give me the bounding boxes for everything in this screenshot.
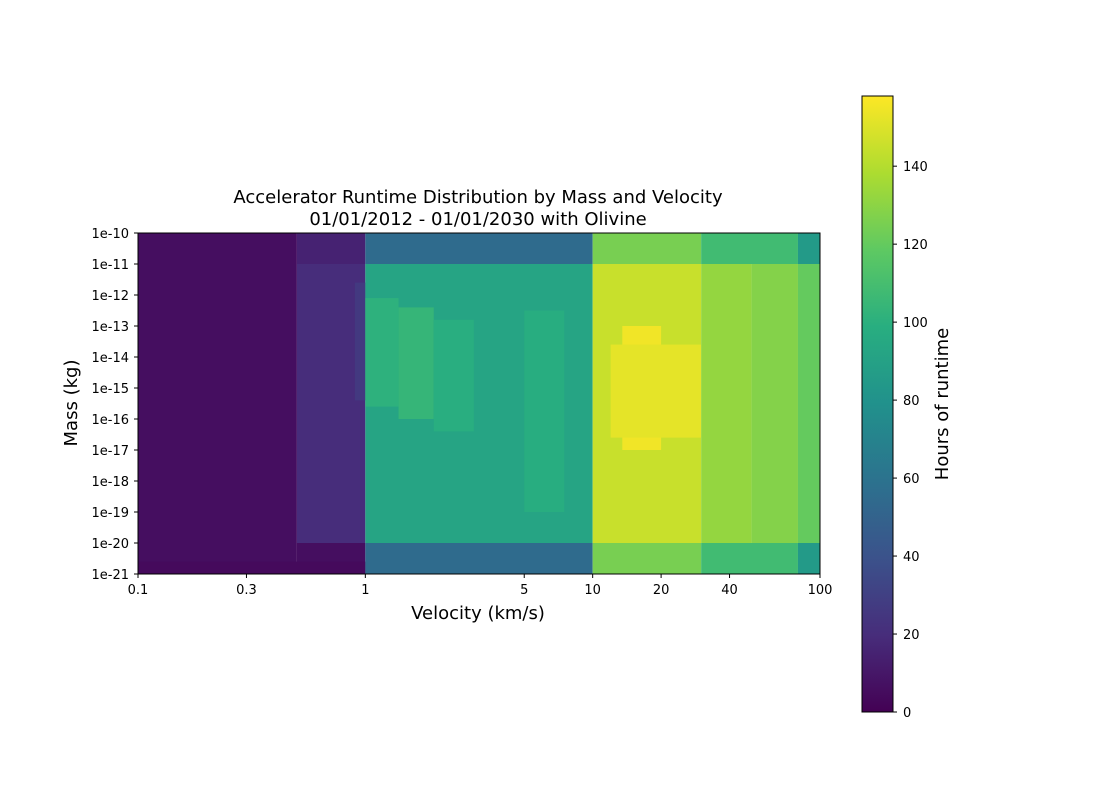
colorbar-tick-label: 140 (903, 160, 928, 175)
heatmap-cell-1 (296, 264, 366, 543)
y-tick-label: 1e-18 (91, 475, 129, 490)
y-tick-label: 1e-14 (91, 351, 129, 366)
y-tick-label: 1e-15 (91, 382, 129, 397)
x-tick-label: 1 (361, 583, 369, 598)
y-tick-label: 1e-21 (91, 568, 129, 583)
y-tick-label: 1e-19 (91, 506, 129, 521)
x-axis: 0.1 0.3 1 5 10 20 40 100 (128, 574, 833, 598)
heatmap-cell-15 (592, 543, 702, 574)
heatmap-cell-14 (592, 233, 702, 264)
heatmap-cell-2 (296, 233, 366, 264)
x-tick-label: 0.3 (236, 583, 257, 598)
colorbar-label: Hours of runtime (932, 328, 953, 480)
heatmap-cell-23 (797, 233, 820, 264)
heatmap-cell-18 (701, 264, 752, 543)
heatmap-cells (138, 233, 820, 574)
colorbar-tick-label: 100 (903, 316, 928, 331)
heatmap-cell-8 (365, 543, 593, 574)
heatmap-cell-0 (138, 233, 297, 574)
x-tick-label: 20 (653, 583, 670, 598)
heatmap-cell-17 (610, 344, 702, 438)
x-tick-label: 5 (520, 583, 528, 598)
plot-frame (137, 232, 821, 575)
heatmap-cell-19 (751, 264, 798, 543)
chart-title: Accelerator Runtime Distribution by Mass… (233, 187, 723, 208)
heatmap-cell-21 (701, 543, 798, 574)
heatmap-cell-7 (365, 233, 593, 264)
heatmap-cell-5 (138, 561, 366, 574)
y-axis: 1e-10 1e-11 1e-12 1e-13 1e-14 1e-15 1e-16 1e-17… (91, 227, 138, 583)
x-tick-label: 100 (808, 583, 833, 598)
heatmap-cell-12 (524, 310, 565, 512)
y-tick-label: 1e-12 (91, 289, 129, 304)
chart-subtitle: 01/01/2012 - 01/01/2030 with Olivine (309, 209, 646, 230)
heatmap-cell-3 (354, 282, 366, 401)
colorbar-tick-label: 20 (903, 628, 920, 643)
heatmap-cell-11 (433, 319, 474, 432)
y-axis-label: Mass (kg) (61, 360, 82, 447)
colorbar-tick-label: 120 (903, 238, 928, 253)
colorbar (861, 95, 894, 713)
colorbar-tick-label: 0 (903, 706, 911, 721)
colorbar-tick-label: 80 (903, 394, 920, 409)
heatmap-cell-9 (365, 298, 399, 407)
colorbar-axis: 0 20 40 60 80 100 120 140 (893, 160, 928, 721)
colorbar-tick-label: 40 (903, 550, 920, 565)
y-tick-label: 1e-13 (91, 320, 129, 335)
heatmap-cell-20 (701, 233, 798, 264)
x-tick-label: 0.1 (128, 583, 149, 598)
y-tick-label: 1e-20 (91, 537, 129, 552)
y-tick-label: 1e-11 (91, 258, 129, 273)
heatmap-cell-10 (398, 307, 434, 419)
y-tick-label: 1e-10 (91, 227, 129, 242)
y-tick-label: 1e-16 (91, 413, 129, 428)
colorbar-tick-label: 60 (903, 472, 920, 487)
x-tick-label: 40 (721, 583, 738, 598)
heatmap-cell-22 (797, 264, 820, 543)
y-tick-label: 1e-17 (91, 444, 129, 459)
x-axis-label: Velocity (km/s) (411, 603, 545, 624)
x-tick-label: 10 (584, 583, 601, 598)
heatmap-cell-24 (797, 543, 820, 574)
